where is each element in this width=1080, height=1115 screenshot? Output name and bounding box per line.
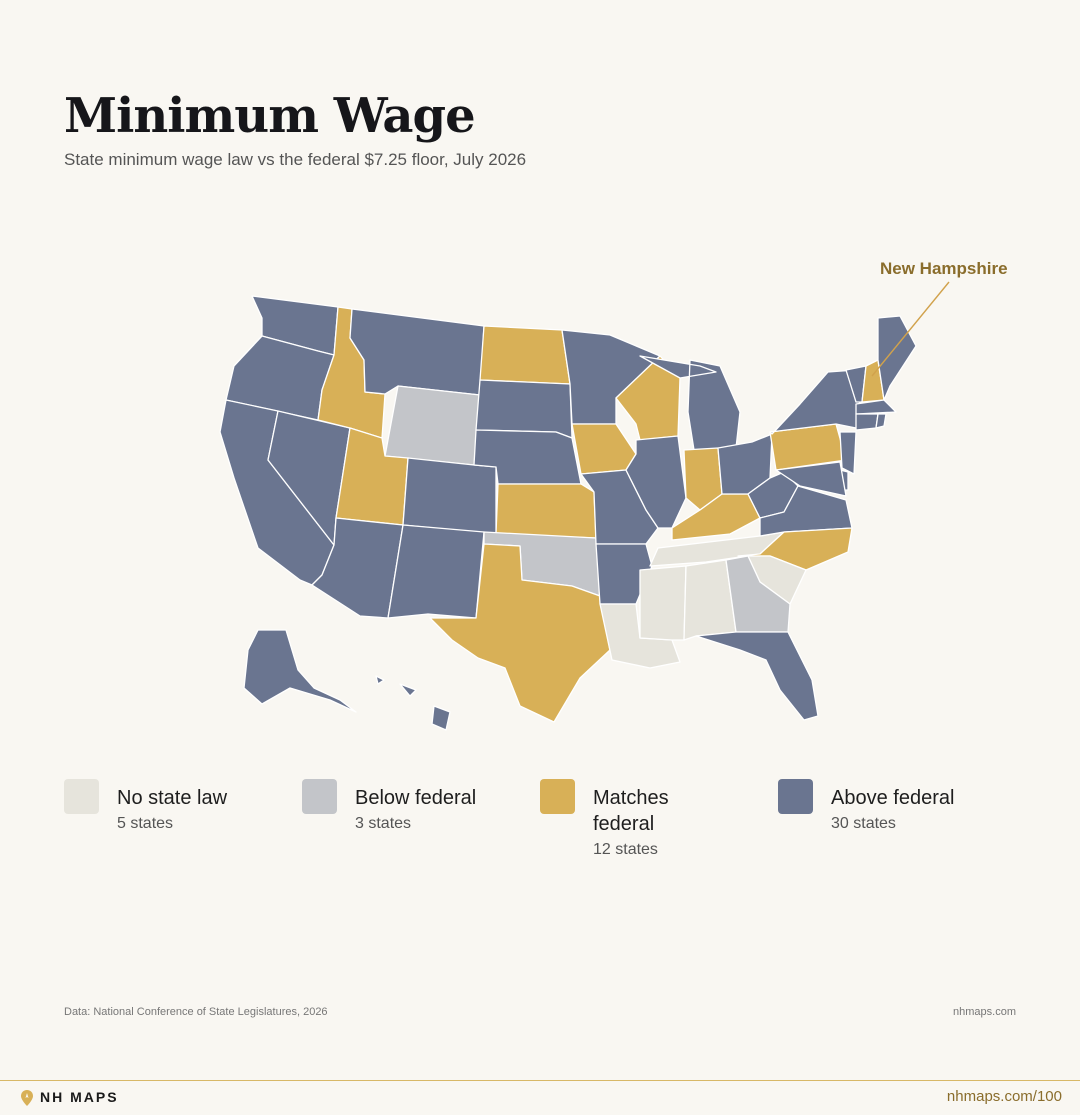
- map-pin-icon: [21, 1090, 33, 1107]
- state-mt: [349, 308, 485, 396]
- state-ak: [243, 629, 357, 713]
- legend-label: Above federal: [831, 787, 955, 809]
- state-mn: [561, 329, 661, 425]
- legend-swatch-no-state-law: [64, 779, 99, 814]
- footer-url-link[interactable]: nhmaps.com/100: [946, 1088, 1062, 1105]
- legend-swatch-above-federal: [778, 779, 813, 814]
- state-fl: [695, 631, 819, 721]
- state-nm: [387, 524, 485, 619]
- state-ia: [571, 423, 637, 475]
- state-ms: [639, 565, 687, 641]
- state-wy: [384, 385, 481, 466]
- state-md: [775, 461, 847, 497]
- page-subtitle: State minimum wage law vs the federal $7…: [64, 150, 527, 169]
- state-hi: [375, 675, 451, 731]
- state-il: [625, 435, 687, 529]
- state-co: [402, 457, 497, 535]
- legend-swatch-matches-federal: [540, 779, 575, 814]
- callout-leader-line: [871, 281, 950, 377]
- data-source: Data: National Conference of State Legis…: [64, 1006, 328, 1018]
- state-sd: [475, 379, 573, 439]
- new-hampshire-callout: New Hampshire: [880, 259, 1008, 278]
- site-link[interactable]: nhmaps.com: [953, 1006, 1016, 1018]
- state-tx: [429, 543, 611, 723]
- brand-name: NH MAPS: [40, 1089, 119, 1105]
- state-ny: [769, 369, 861, 435]
- legend-count: 5 states: [117, 815, 174, 832]
- legend: No state law 5 states Below federal 3 st…: [64, 779, 1044, 869]
- page-title: Minimum Wage: [64, 88, 476, 144]
- legend-count: 3 states: [355, 815, 412, 832]
- legend-label: No state law: [117, 787, 228, 809]
- state-nj: [839, 431, 857, 475]
- brand: NH MAPS: [20, 1089, 119, 1107]
- legend-swatch-below-federal: [302, 779, 337, 814]
- legend-count: 12 states: [593, 841, 658, 858]
- state-va: [759, 485, 853, 537]
- state-la: [599, 603, 681, 669]
- state-ma: [855, 399, 897, 415]
- state-ri: [875, 413, 887, 429]
- footer-divider: [0, 1080, 1080, 1081]
- state-ks: [495, 483, 597, 539]
- us-map: [219, 281, 950, 731]
- legend-label: Matches federal: [593, 787, 669, 835]
- state-ct: [855, 413, 879, 431]
- state-nd: [479, 325, 571, 385]
- legend-count: 30 states: [831, 815, 896, 832]
- legend-label: Below federal: [355, 787, 477, 809]
